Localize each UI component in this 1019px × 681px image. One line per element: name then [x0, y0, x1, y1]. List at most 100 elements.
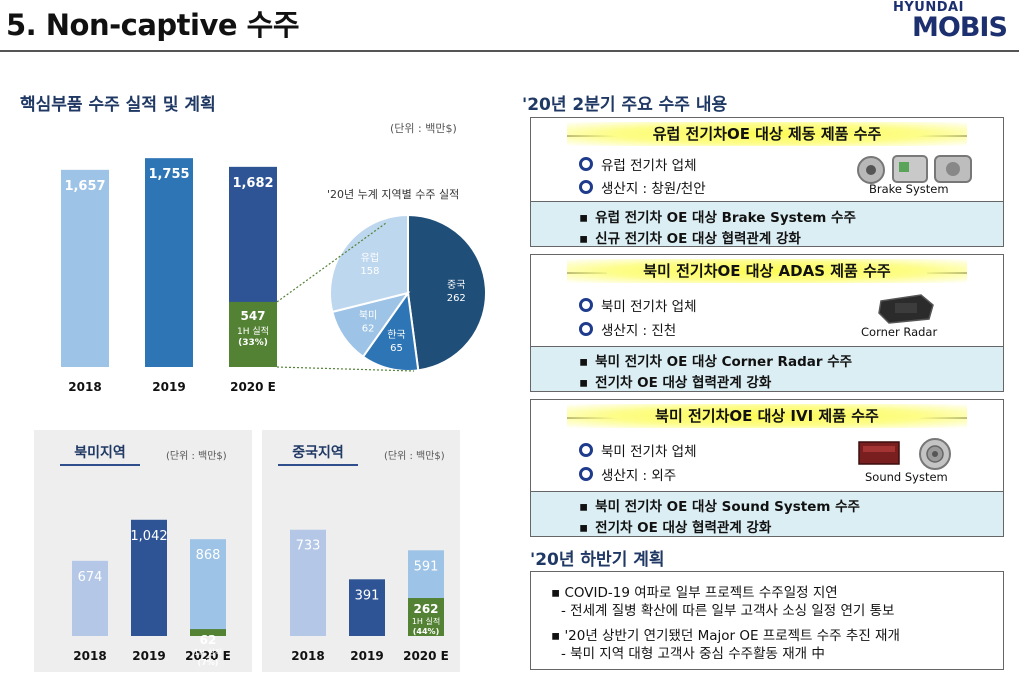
- x-tick-label: 2020 E: [230, 380, 276, 394]
- order-detail-item: 신규 전기차 OE 대상 협력관계 강화: [579, 227, 801, 247]
- order-detail-item: 유럽 전기차 OE 대상 Brake System 수주: [579, 206, 856, 226]
- order-bullet: 북미 전기차 업체: [579, 295, 697, 315]
- plan-item: ▪ '20년 상반기 연기됐던 Major OE 프로젝트 수주 추진 재개: [551, 628, 900, 644]
- bar-value-label: 591: [414, 559, 439, 574]
- h1-actual-bar: [190, 629, 226, 636]
- order-details: 북미 전기차 OE 대상 Sound System 수주 전기차 OE 대상 협…: [531, 491, 1003, 536]
- bar-value-label: 733: [296, 539, 321, 554]
- sound-system-icon: [858, 438, 951, 470]
- logo-hyundai: HYUNDAI: [893, 0, 964, 15]
- h1-actual-note: 1H 실적: [412, 616, 440, 626]
- bar-value-label: 868: [196, 548, 221, 563]
- h1-actual-bar: [408, 598, 444, 636]
- bar-value-label: 391: [355, 588, 380, 603]
- product-label: Corner Radar: [861, 325, 938, 339]
- north-america-title: 북미지역: [60, 442, 140, 466]
- bar-2018: [290, 529, 326, 636]
- order-detail-item: 북미 전기차 OE 대상 Corner Radar 수주: [579, 350, 852, 370]
- pie-value: 158: [360, 266, 379, 277]
- h1-actual-value: 262: [413, 602, 438, 616]
- plan-item: ▪ COVID-19 여파로 일부 프로젝트 수주일정 지연: [551, 585, 838, 601]
- square-bullet-icon: ▪: [551, 628, 565, 644]
- pie-label: 한국: [387, 329, 405, 341]
- h2-plan-box: ▪ COVID-19 여파로 일부 프로젝트 수주일정 지연 - 전세계 질병 …: [530, 571, 1004, 670]
- square-bullet-icon: ▪: [551, 585, 565, 601]
- china-title: 중국지역: [278, 442, 358, 466]
- plan-subitem: - 북미 지역 대형 고객사 중심 수주활동 재개 中: [561, 646, 825, 662]
- order-bullet: 생산지 : 진천: [579, 319, 676, 339]
- order-heading: 북미 전기차OE 대상 ADAS 제품 수주: [567, 259, 967, 283]
- ring-bullet-icon: [579, 298, 593, 312]
- pie-value: 262: [447, 293, 466, 304]
- x-tick-label: 2020 E: [403, 649, 449, 663]
- ring-bullet-icon: [579, 157, 593, 171]
- q2-orders-title: '20년 2분기 주요 수주 내용: [522, 95, 728, 115]
- title-divider: [0, 50, 1019, 52]
- h2-plan-title: '20년 하반기 계획: [530, 550, 665, 570]
- order-bullet: 생산지 : 외주: [579, 464, 676, 484]
- order-detail-item: 북미 전기차 OE 대상 Sound System 수주: [579, 495, 860, 515]
- bar-2019: [349, 579, 385, 636]
- bar-value-label: 1,755: [148, 167, 189, 182]
- core-parts-title: 핵심부품 수주 실적 및 계획: [20, 95, 216, 115]
- h1-actual-value: 62: [200, 633, 217, 647]
- bar-2020E: [190, 539, 226, 636]
- h1-actual-bar: [229, 301, 277, 367]
- page-title: 5. Non-captive 수주: [6, 8, 300, 42]
- connector-line: [276, 366, 415, 372]
- bar-2019: [145, 158, 193, 367]
- pie-value: 62: [362, 323, 375, 334]
- pie-slice-중국: [407, 213, 487, 372]
- brake-system-icon: [857, 155, 972, 184]
- order-details: 유럽 전기차 OE 대상 Brake System 수주 신규 전기차 OE 대…: [531, 201, 1003, 247]
- h1-actual-value: 547: [240, 309, 265, 323]
- pie-value: 65: [390, 343, 403, 354]
- order-heading: 북미 전기차OE 대상 IVI 제품 수주: [567, 404, 967, 428]
- order-detail-item: 전기차 OE 대상 협력관계 강화: [579, 371, 771, 391]
- x-tick-label: 2018: [73, 649, 106, 663]
- bar-2018: [72, 560, 108, 636]
- corner-radar-icon: [878, 294, 934, 324]
- order-bullet: 생산지 : 창원/천안: [579, 177, 706, 197]
- ring-bullet-icon: [579, 180, 593, 194]
- x-tick-label: 2019: [152, 380, 185, 394]
- ring-bullet-icon: [579, 443, 593, 457]
- h1-actual-share: (33%): [238, 338, 268, 348]
- ring-bullet-icon: [579, 467, 593, 481]
- x-tick-label: 2018: [291, 649, 324, 663]
- bar-value-label: 1,657: [64, 179, 105, 194]
- x-tick-label: 2020 E: [185, 649, 231, 663]
- north-america-unit: (단위 : 백만$): [166, 451, 227, 462]
- connector-line: [276, 222, 387, 303]
- order-heading: 유럽 전기차OE 대상 제동 제품 수주: [567, 122, 967, 146]
- ring-bullet-icon: [579, 322, 593, 336]
- order-box-brake: 유럽 전기차OE 대상 제동 제품 수주 유럽 전기차 업체 생산지 : 창원/…: [530, 117, 1004, 247]
- order-details: 북미 전기차 OE 대상 Corner Radar 수주 전기차 OE 대상 협…: [531, 346, 1003, 391]
- pie-title: '20년 누계 지역별 수주 실적: [327, 188, 460, 201]
- plan-subitem: - 전세계 질병 확산에 따른 일부 고객사 소싱 일정 연기 통보: [561, 603, 895, 619]
- order-bullet: 북미 전기차 업체: [579, 440, 697, 460]
- pie-label: 유럽: [361, 252, 379, 264]
- order-box-adas: 북미 전기차OE 대상 ADAS 제품 수주 북미 전기차 업체 생산지 : 진…: [530, 254, 1004, 392]
- china-unit: (단위 : 백만$): [384, 451, 445, 462]
- x-tick-label: 2019: [132, 649, 165, 663]
- h1-actual-share: (7%): [198, 658, 219, 667]
- bar-2019: [131, 519, 167, 636]
- bar-value-label: 674: [78, 570, 103, 585]
- logo-mobis: MOBIS: [912, 12, 1008, 43]
- x-tick-label: 2019: [350, 649, 383, 663]
- h1-actual-note: 1H 실적: [194, 647, 222, 657]
- order-box-ivi: 북미 전기차OE 대상 IVI 제품 수주 북미 전기차 업체 생산지 : 외주…: [530, 399, 1004, 537]
- h1-actual-share: (44%): [413, 627, 439, 636]
- pie-slice-유럽: [329, 213, 409, 314]
- pie-label: 중국: [447, 279, 465, 291]
- x-tick-label: 2018: [68, 380, 101, 394]
- product-label: Sound System: [865, 470, 948, 484]
- core-parts-unit: (단위 : 백만$): [390, 122, 457, 135]
- order-bullet: 유럽 전기차 업체: [579, 154, 697, 174]
- bar-value-label: 1,042: [130, 529, 167, 544]
- order-detail-item: 전기차 OE 대상 협력관계 강화: [579, 516, 771, 536]
